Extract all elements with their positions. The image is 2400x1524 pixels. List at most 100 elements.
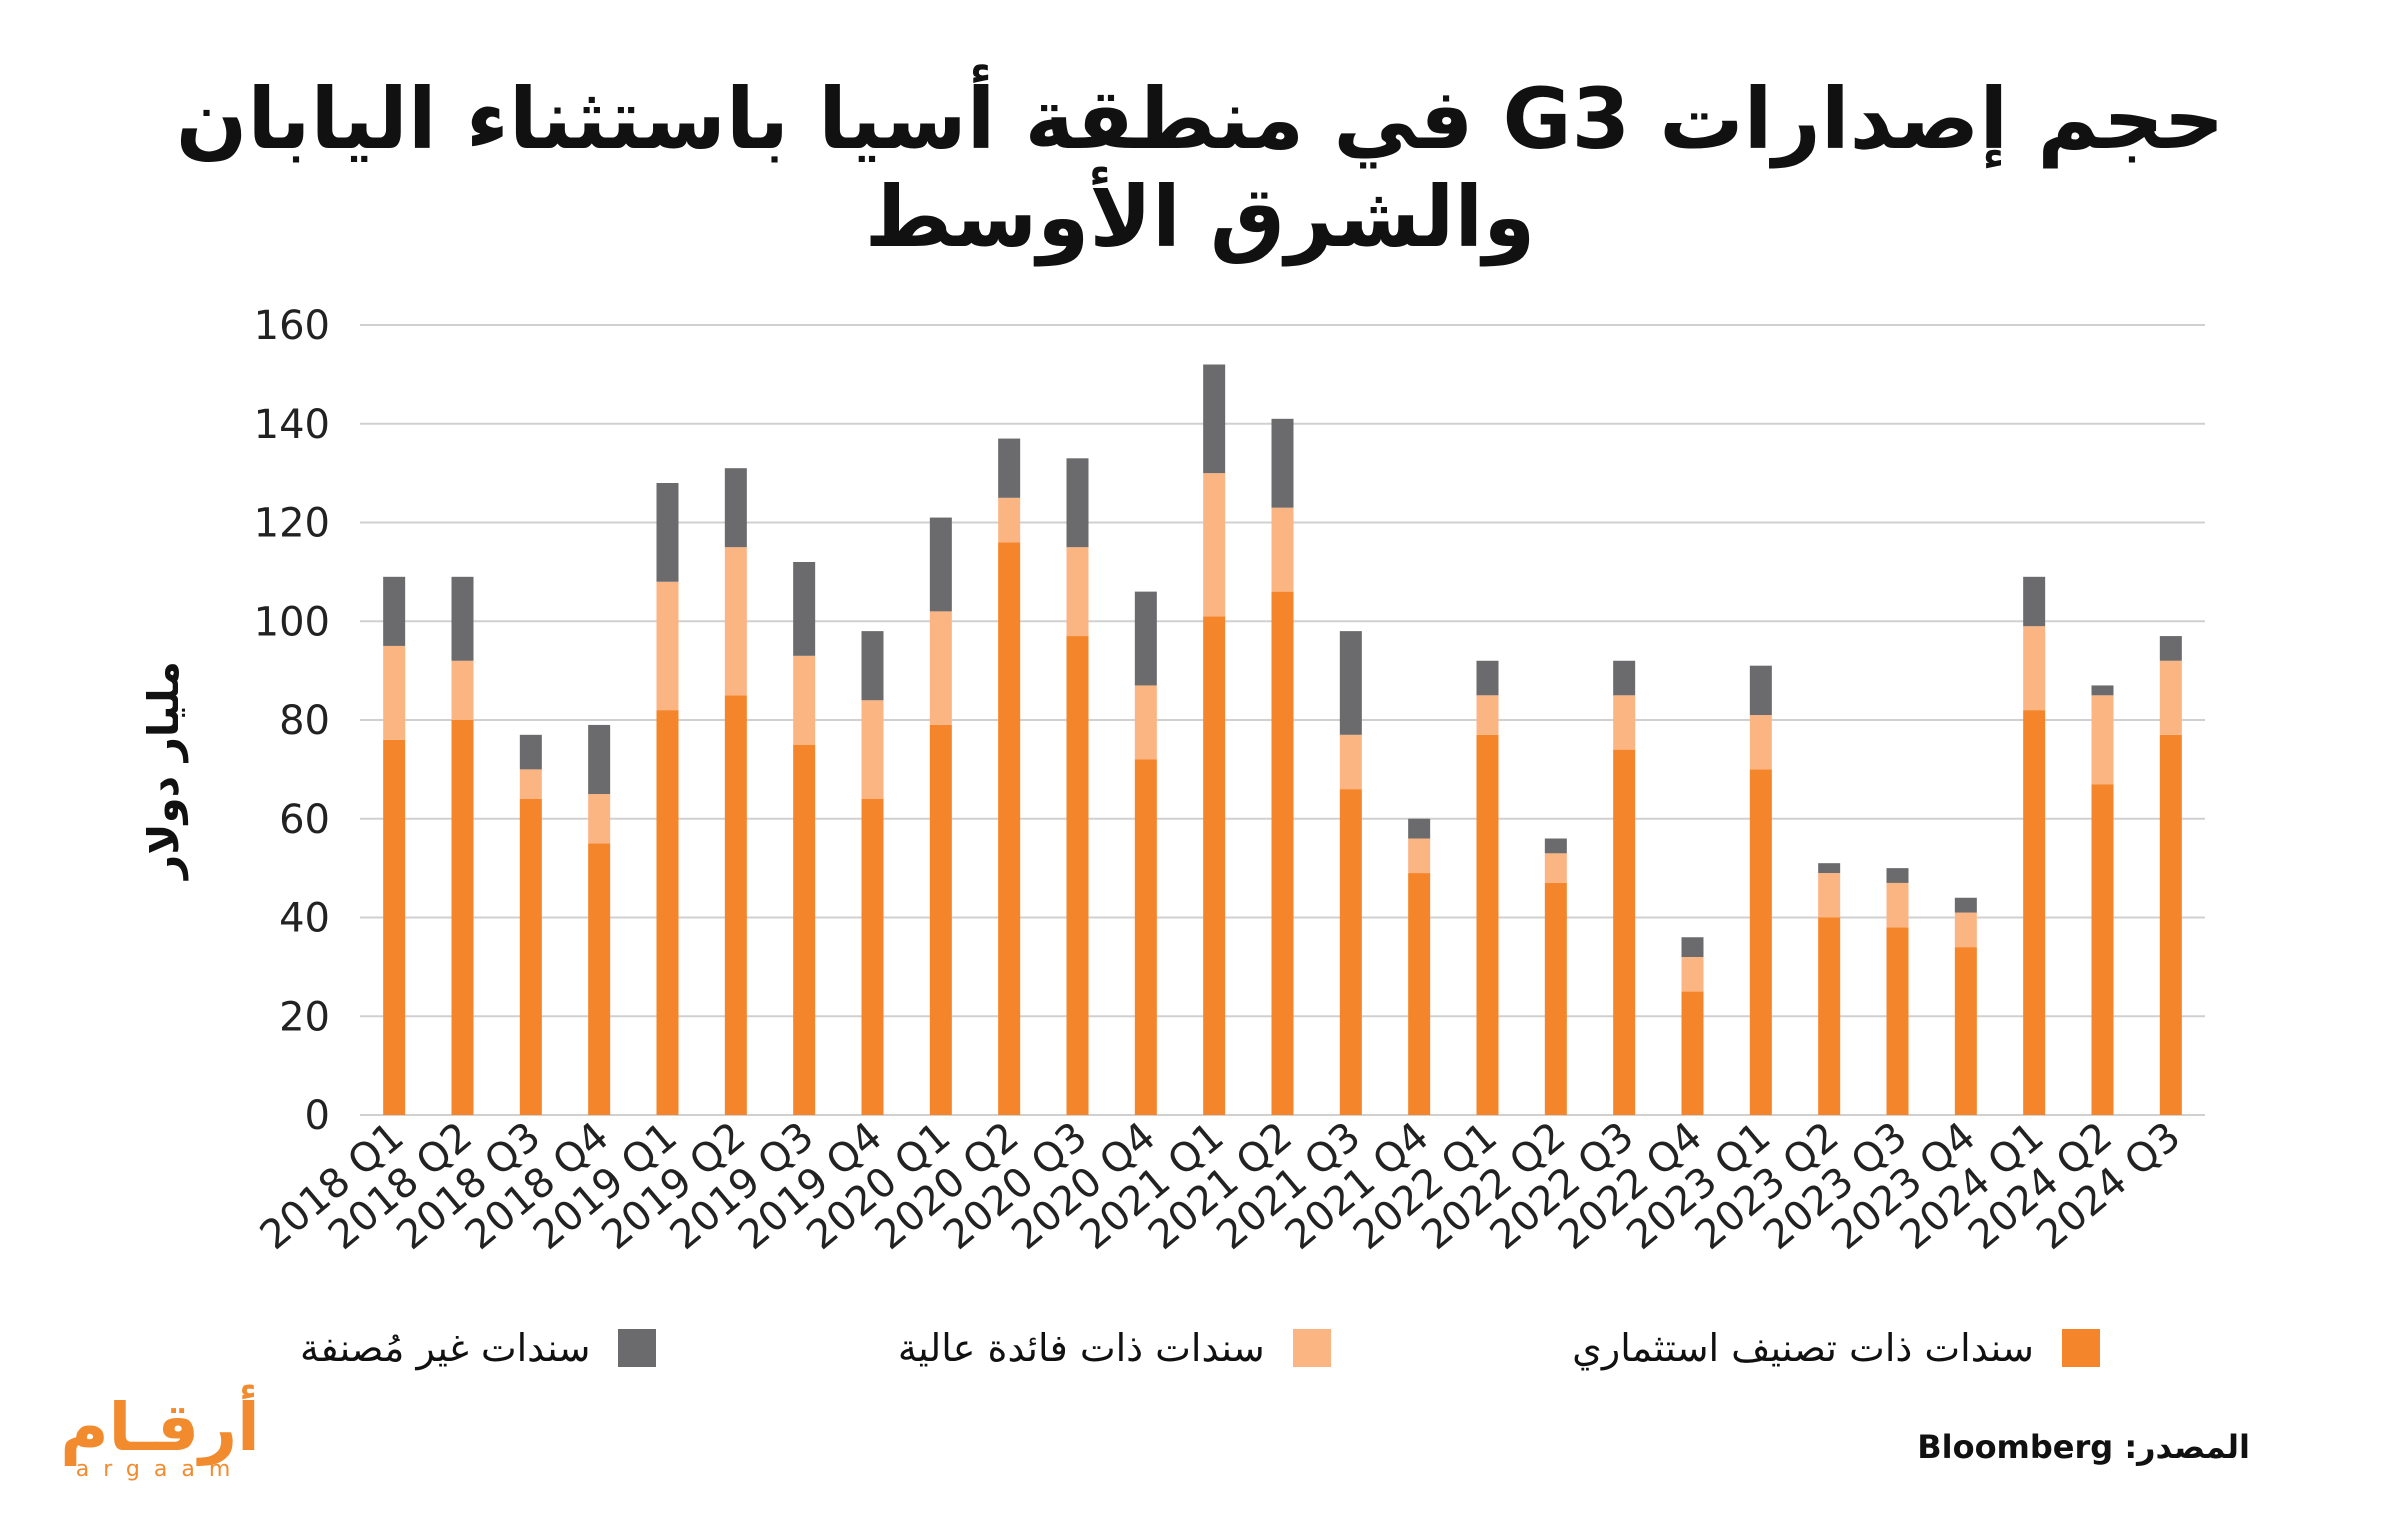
bar-segment-high-yield — [519, 769, 542, 799]
bar-segment-unrated — [929, 517, 952, 612]
bar-segment-high-yield — [724, 547, 747, 696]
legend-label-unrated: سندات غير مُصنفة — [300, 1326, 591, 1370]
argaam-logo: أرقـام argaam — [55, 1395, 265, 1495]
y-tick-label: 140 — [254, 402, 330, 448]
bar-segment-investment-grade — [1681, 991, 1704, 1115]
bar-segment-investment-grade — [1134, 759, 1157, 1115]
legend-label-investment-grade: سندات ذات تصنيف استثماري — [1572, 1326, 2034, 1370]
bar-segment-unrated — [1681, 937, 1704, 957]
bar-segment-unrated — [1066, 458, 1089, 548]
bar-segment-unrated — [1134, 591, 1157, 686]
bar-segment-high-yield — [2091, 695, 2114, 785]
bar-segment-investment-grade — [929, 724, 952, 1115]
bar-segment-high-yield — [1339, 734, 1362, 790]
bar-segment-high-yield — [1066, 547, 1089, 637]
legend-label-high-yield: سندات ذات فائدة عالية — [897, 1326, 1265, 1370]
bar-segment-high-yield — [1134, 685, 1157, 760]
legend: سندات ذات تصنيف استثماري سندات ذات فائدة… — [300, 1318, 2100, 1378]
bar-segment-unrated — [861, 631, 884, 701]
bar-segment-unrated — [1544, 838, 1567, 854]
bars — [383, 364, 2182, 1115]
bar-segment-investment-grade — [1818, 917, 1841, 1115]
y-axis-ticks: 0 20 40 60 80 100 120 140 160 — [254, 303, 330, 1139]
bar-segment-high-yield — [1544, 853, 1567, 883]
bar-segment-investment-grade — [2159, 734, 2182, 1115]
y-axis-label: مليار دولار — [139, 661, 189, 881]
bar-segment-investment-grade — [1886, 927, 1909, 1115]
bar-segment-high-yield — [1408, 838, 1431, 874]
bar-segment-investment-grade — [588, 843, 611, 1115]
bar-segment-investment-grade — [1066, 636, 1089, 1115]
bar-segment-high-yield — [1476, 695, 1499, 735]
bar-segment-investment-grade — [1749, 769, 1772, 1115]
y-tick-label: 0 — [305, 1093, 330, 1139]
y-tick-label: 40 — [279, 896, 330, 942]
y-tick-label: 120 — [254, 501, 330, 547]
bar-segment-high-yield — [861, 700, 884, 799]
bar-segment-high-yield — [588, 794, 611, 844]
bar-segment-high-yield — [1271, 507, 1294, 592]
bar-segment-high-yield — [793, 655, 816, 745]
legend-swatch-high-yield — [1292, 1329, 1331, 1367]
bar-segment-high-yield — [656, 581, 679, 711]
bar-segment-unrated — [1954, 897, 1977, 913]
bar-segment-investment-grade — [998, 542, 1021, 1115]
bar-segment-high-yield — [1749, 715, 1772, 770]
bar-segment-unrated — [656, 483, 679, 582]
bar-segment-investment-grade — [2023, 710, 2046, 1115]
bar-segment-investment-grade — [1544, 882, 1567, 1115]
bar-segment-unrated — [1886, 868, 1909, 883]
source-credit: المصدر: Bloomberg — [1917, 1428, 2250, 1466]
bar-segment-high-yield — [1613, 695, 1636, 750]
legend-swatch-investment-grade — [2061, 1329, 2100, 1367]
y-tick-label: 100 — [254, 599, 330, 645]
bar-segment-high-yield — [2023, 626, 2046, 711]
bar-segment-high-yield — [1681, 957, 1704, 992]
logo-latin-text: argaam — [75, 1457, 245, 1482]
bar-segment-investment-grade — [1271, 591, 1294, 1115]
bar-segment-unrated — [588, 724, 611, 795]
bar-segment-high-yield — [383, 645, 406, 740]
legend-item-unrated: سندات غير مُصنفة — [300, 1318, 657, 1378]
logo-arabic-text: أرقـام — [60, 1389, 260, 1466]
bar-segment-investment-grade — [383, 739, 406, 1115]
bar-segment-unrated — [2023, 576, 2046, 627]
bar-segment-high-yield — [1954, 912, 1977, 948]
bar-segment-unrated — [383, 576, 406, 646]
bar-segment-investment-grade — [793, 744, 816, 1115]
bar-segment-investment-grade — [1954, 947, 1977, 1115]
bar-segment-investment-grade — [519, 799, 542, 1115]
bar-segment-unrated — [1476, 660, 1499, 696]
bar-segment-investment-grade — [2091, 784, 2114, 1115]
bar-segment-high-yield — [1203, 473, 1226, 617]
bar-segment-investment-grade — [1339, 789, 1362, 1115]
y-tick-label: 60 — [279, 797, 330, 843]
bar-segment-unrated — [1339, 631, 1362, 735]
bar-segment-unrated — [998, 438, 1021, 498]
bar-segment-unrated — [1749, 665, 1772, 716]
bar-segment-high-yield — [1886, 882, 1909, 928]
bar-segment-high-yield — [2159, 660, 2182, 735]
bar-segment-investment-grade — [656, 710, 679, 1115]
bar-segment-investment-grade — [451, 720, 474, 1115]
bar-segment-high-yield — [1818, 873, 1841, 918]
bar-segment-unrated — [1203, 364, 1226, 474]
bar-segment-unrated — [1613, 660, 1636, 696]
bar-segment-investment-grade — [1613, 749, 1636, 1115]
bar-segment-high-yield — [451, 660, 474, 720]
bar-segment-investment-grade — [724, 695, 747, 1115]
y-tick-label: 20 — [279, 994, 330, 1040]
y-tick-label: 160 — [254, 303, 330, 349]
bar-segment-unrated — [1408, 818, 1431, 839]
bar-segment-unrated — [1271, 418, 1294, 508]
bar-segment-unrated — [2159, 636, 2182, 661]
bar-segment-unrated — [519, 734, 542, 770]
bar-segment-investment-grade — [861, 799, 884, 1115]
bar-segment-unrated — [793, 562, 816, 656]
bar-segment-unrated — [724, 468, 747, 548]
legend-swatch-unrated — [618, 1329, 657, 1367]
y-tick-label: 80 — [279, 698, 330, 744]
bar-segment-high-yield — [929, 611, 952, 725]
